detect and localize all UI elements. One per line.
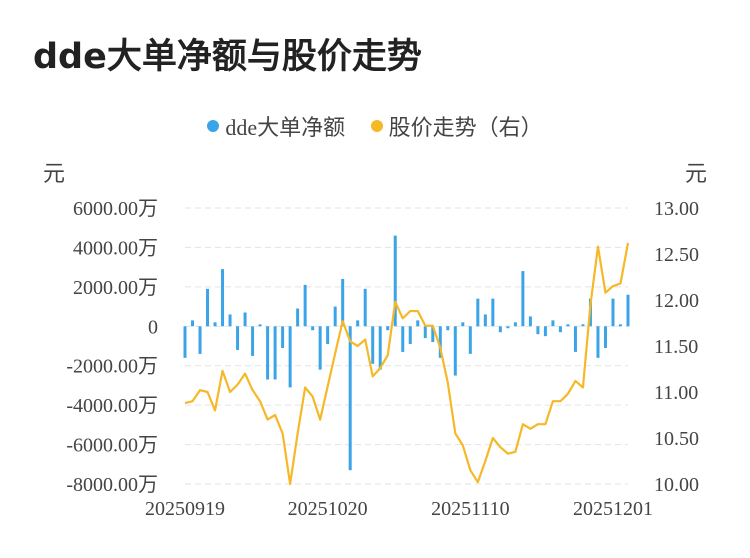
- bar: [326, 326, 330, 345]
- bar: [243, 312, 247, 327]
- x-tick-label: 20250919: [145, 498, 225, 520]
- bar: [603, 326, 607, 348]
- y-left-tick-label: 4000.00万: [73, 237, 158, 259]
- bar: [506, 326, 510, 329]
- bar: [528, 316, 532, 327]
- legend: dde大单净额 股价走势（右）: [0, 110, 750, 142]
- bar: [446, 326, 450, 331]
- x-tick-label: 20251020: [288, 498, 368, 520]
- bar: [393, 235, 397, 327]
- bar: [596, 326, 600, 358]
- y-left-tick-label: -6000.00万: [66, 435, 158, 457]
- y-right-tick-label: 12.00: [654, 290, 699, 312]
- bar: [573, 326, 577, 352]
- bar: [581, 324, 585, 327]
- bar: [318, 326, 322, 370]
- bar: [191, 320, 195, 327]
- bar: [258, 324, 262, 327]
- bar: [536, 326, 540, 335]
- y-left-tick-label: -2000.00万: [66, 356, 158, 378]
- bar: [498, 326, 502, 333]
- bar: [408, 326, 412, 345]
- legend-item-price[interactable]: 股价走势（右）: [370, 110, 543, 142]
- left-axis-unit: 元: [43, 161, 66, 186]
- bar: [198, 326, 202, 354]
- bar: [468, 326, 472, 354]
- bar: [288, 326, 292, 388]
- bar: [416, 320, 420, 327]
- bar: [333, 306, 337, 327]
- y-right-tick-label: 11.00: [654, 382, 698, 404]
- y-left-tick-label: -8000.00万: [66, 474, 158, 496]
- x-tick-label: 20251110: [431, 498, 510, 520]
- bar: [438, 326, 442, 358]
- y-left-tick-label: 0: [148, 316, 158, 338]
- bar: [423, 326, 427, 339]
- right-axis-unit: 元: [685, 161, 708, 186]
- y-left-tick-label: 6000.00万: [73, 198, 158, 220]
- y-left-tick-label: 2000.00万: [73, 277, 158, 299]
- bar: [461, 322, 465, 327]
- bar: [266, 326, 270, 380]
- bar: [251, 326, 255, 356]
- price-line: [184, 242, 630, 486]
- bar: [543, 326, 547, 337]
- bar: [566, 324, 570, 327]
- bar: [281, 326, 285, 348]
- y-right-tick-label: 12.50: [654, 244, 699, 266]
- bar: [558, 326, 562, 333]
- bar: [273, 326, 277, 380]
- bar: [356, 320, 360, 327]
- y-right-tick-label: 10.00: [654, 474, 699, 496]
- bar: [513, 322, 517, 327]
- y-right-tick-label: 10.50: [654, 428, 699, 450]
- legend-label-dde: dde大单净额: [225, 115, 346, 140]
- bar: [483, 314, 487, 327]
- legend-label-price: 股价走势（右）: [388, 115, 543, 140]
- bar: [348, 326, 352, 471]
- bar: [311, 326, 315, 331]
- bar: [303, 284, 307, 327]
- bar: [551, 320, 555, 327]
- bar: [206, 288, 210, 327]
- bar: [213, 322, 217, 327]
- bar: [491, 298, 495, 327]
- bar: [183, 326, 187, 358]
- bar: [431, 326, 435, 343]
- bar: [296, 308, 300, 327]
- legend-dot-price: [370, 120, 383, 132]
- bar: [611, 298, 615, 327]
- bar: [236, 326, 240, 350]
- bar: [341, 278, 345, 327]
- bar: [521, 271, 525, 327]
- y-left-tick-label: -4000.00万: [66, 395, 158, 417]
- bar: [228, 314, 232, 327]
- bar: [378, 326, 382, 370]
- y-right-tick-label: 13.00: [654, 198, 699, 220]
- chart-title: dde大单净额与股价走势: [33, 37, 422, 77]
- bar: [453, 326, 457, 376]
- legend-item-dde[interactable]: dde大单净额: [207, 110, 345, 142]
- bar: [626, 294, 630, 327]
- x-tick-label: 20251201: [573, 498, 653, 520]
- bar: [363, 288, 367, 327]
- bar: [476, 298, 480, 327]
- bar: [386, 326, 390, 331]
- bar: [618, 324, 622, 327]
- bar: [221, 269, 225, 327]
- bar: [401, 326, 405, 352]
- legend-dot-dde: [207, 120, 220, 132]
- bar: [371, 326, 375, 364]
- y-right-tick-label: 11.50: [654, 336, 698, 358]
